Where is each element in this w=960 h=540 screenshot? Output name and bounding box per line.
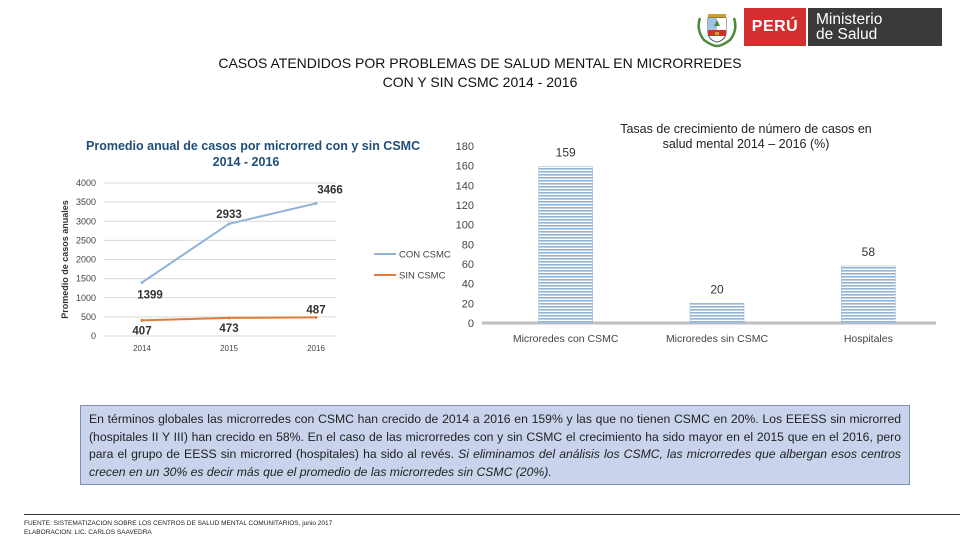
bar-chart: 0 20 40 60 80 100 120 140 160 180 159 Microredes co… xyxy=(456,141,936,345)
line-chart: Promedio de casos anuales 0 500 1000 1500 200… xyxy=(60,178,451,353)
bar-chart-y-tick-label: 40 xyxy=(462,279,474,291)
line-chart-title-line2: 2014 - 2016 xyxy=(212,155,280,169)
peru-label: PERÚ xyxy=(751,18,799,35)
line-chart-data-label: 407 xyxy=(132,325,151,337)
footer: FUENTE: SISTEMATIZACION SOBRE LOS CENTRO… xyxy=(24,514,960,537)
line-chart-data-label: 473 xyxy=(219,323,238,335)
bar-chart-y-tick-label: 100 xyxy=(456,220,474,232)
bar-chart-y-tick-label: 180 xyxy=(456,141,474,153)
line-chart-title: Promedio anual de casos por microrred co… xyxy=(86,138,421,170)
page-title: CASOS ATENDIDOS POR PROBLEMAS DE SALUD M… xyxy=(160,54,800,92)
footer-source: FUENTE: SISTEMATIZACION SOBRE LOS CENTRO… xyxy=(24,520,333,527)
bar-chart-y-tick-label: 140 xyxy=(456,180,474,192)
bar-chart-data-label: 159 xyxy=(556,146,576,160)
page-title-line2: CON Y SIN CSMC 2014 - 2016 xyxy=(382,74,578,90)
line-chart-y-tick-label: 3000 xyxy=(76,216,96,226)
line-chart-title-line1: Promedio anual de casos por microrred co… xyxy=(86,139,421,153)
line-chart-y-tick-label: 500 xyxy=(81,312,96,322)
bar-chart-bar xyxy=(538,166,593,324)
line-chart-y-axis-label: Promedio de casos anuales xyxy=(60,200,70,319)
line-chart-point xyxy=(140,280,144,284)
bar-chart-y-tick-label: 120 xyxy=(456,200,474,212)
bar-chart-data-label: 58 xyxy=(862,245,876,259)
line-chart-y-tick-label: 0 xyxy=(91,331,96,341)
line-chart-y-tick-label: 2500 xyxy=(76,235,96,245)
bar-chart-y-tick-label: 80 xyxy=(462,239,474,251)
line-chart-x-tick-label: 2016 xyxy=(307,344,325,353)
page-title-line1: CASOS ATENDIDOS POR PROBLEMAS DE SALUD M… xyxy=(218,55,742,71)
line-chart-y-tick-label: 2000 xyxy=(76,255,96,265)
bar-chart-category-label: Microredes con CSMC xyxy=(513,333,619,345)
bar-chart-y-tick-label: 160 xyxy=(456,161,474,173)
ministry-line2: de Salud xyxy=(816,26,878,43)
bar-chart-bar xyxy=(689,303,745,324)
line-chart-point xyxy=(140,318,144,322)
ministry-line1: Ministerio xyxy=(816,11,883,28)
line-chart-point xyxy=(314,201,318,205)
bar-chart-title-line2: salud mental 2014 – 2016 (%) xyxy=(662,137,830,151)
line-chart-y-tick-label: 1500 xyxy=(76,274,96,284)
summary-text: En términos globales las microrredes con… xyxy=(89,412,901,461)
line-chart-data-label: 1399 xyxy=(137,289,163,301)
bar-chart-category-label: Microredes sin CSMC xyxy=(666,333,769,345)
peru-coat-of-arms-icon xyxy=(697,14,737,48)
bar-chart-y-tick-label: 0 xyxy=(468,318,474,330)
summary-box: En términos globales las microrredes con… xyxy=(80,405,910,485)
bar-chart-title-line1: Tasas de crecimiento de número de casos … xyxy=(620,122,872,136)
line-chart-y-tick-label: 1000 xyxy=(76,293,96,303)
line-chart-x-tick-label: 2014 xyxy=(133,344,151,353)
peru-logo: PERÚ xyxy=(744,8,806,46)
line-chart-y-tick-label: 3500 xyxy=(76,197,96,207)
line-chart-x-tick-label: 2015 xyxy=(220,344,238,353)
bar-chart-category-label: Hospitales xyxy=(844,333,893,345)
bar-chart-bar xyxy=(841,265,896,324)
line-chart-y-tick-label: 4000 xyxy=(76,178,96,188)
line-chart-legend-label: CON CSMC xyxy=(399,250,451,261)
bar-chart-y-tick-label: 60 xyxy=(462,259,474,271)
line-chart-data-label: 487 xyxy=(306,304,325,316)
line-chart-point xyxy=(314,315,318,319)
summary-italic-text: Si eliminamos del análisis los CSMC, las… xyxy=(89,447,901,479)
line-chart-data-label: 2933 xyxy=(216,209,242,221)
ministry-logo: Ministerio de Salud xyxy=(808,8,942,46)
line-chart-data-label: 3466 xyxy=(317,184,343,196)
bar-chart-title: Tasas de crecimiento de número de casos … xyxy=(596,122,896,152)
line-chart-point xyxy=(227,316,231,320)
footer-author: ELABORACION: LIC. CARLOS SAAVEDRA xyxy=(24,529,152,536)
line-chart-legend-label: SIN CSMC xyxy=(399,271,446,282)
bar-chart-data-label: 20 xyxy=(710,282,724,296)
line-chart-point xyxy=(227,222,231,226)
bar-chart-y-tick-label: 20 xyxy=(462,298,474,310)
